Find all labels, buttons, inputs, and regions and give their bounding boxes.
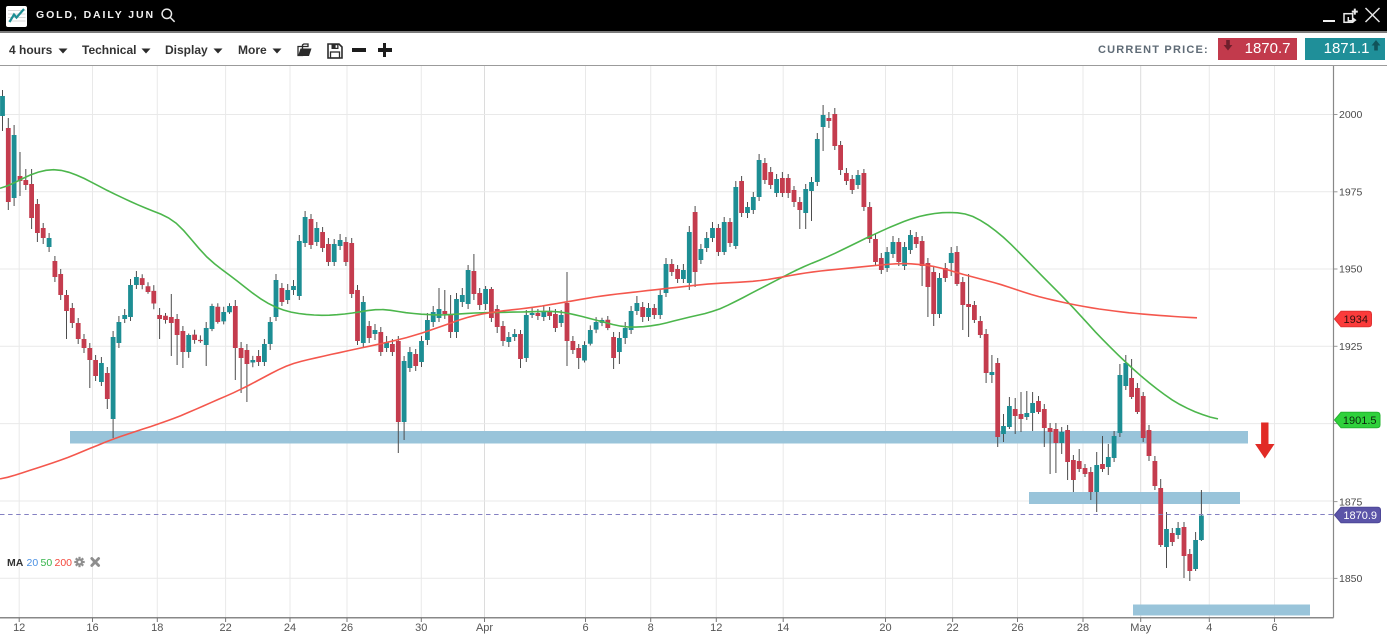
svg-text:50: 50 [41,557,53,569]
svg-text:22: 22 [946,622,958,634]
svg-text:8: 8 [648,622,654,634]
svg-text:20: 20 [27,557,39,569]
svg-text:1875: 1875 [1339,496,1363,508]
svg-text:1850: 1850 [1339,573,1363,585]
svg-text:12: 12 [13,622,25,634]
svg-text:1934: 1934 [1344,314,1368,326]
svg-text:26: 26 [341,622,353,634]
svg-text:200: 200 [55,557,73,569]
svg-text:22: 22 [219,622,231,634]
svg-text:4: 4 [1206,622,1212,634]
svg-text:May: May [1130,622,1151,634]
svg-text:1950: 1950 [1339,264,1363,276]
svg-text:20: 20 [879,622,891,634]
svg-text:1870.9: 1870.9 [1343,510,1377,522]
svg-text:6: 6 [1271,622,1277,634]
svg-text:30: 30 [415,622,427,634]
svg-text:26: 26 [1011,622,1023,634]
svg-text:14: 14 [777,622,789,634]
svg-text:6: 6 [582,622,588,634]
svg-text:12: 12 [710,622,722,634]
svg-text:18: 18 [151,622,163,634]
svg-text:1975: 1975 [1339,187,1363,199]
svg-text:16: 16 [86,622,98,634]
svg-text:MA: MA [7,557,24,569]
svg-text:2000: 2000 [1339,109,1363,121]
svg-text:Apr: Apr [476,622,493,634]
svg-text:24: 24 [284,622,296,634]
svg-text:1925: 1925 [1339,341,1363,353]
svg-text:28: 28 [1077,622,1089,634]
svg-text:1901.5: 1901.5 [1343,415,1377,427]
